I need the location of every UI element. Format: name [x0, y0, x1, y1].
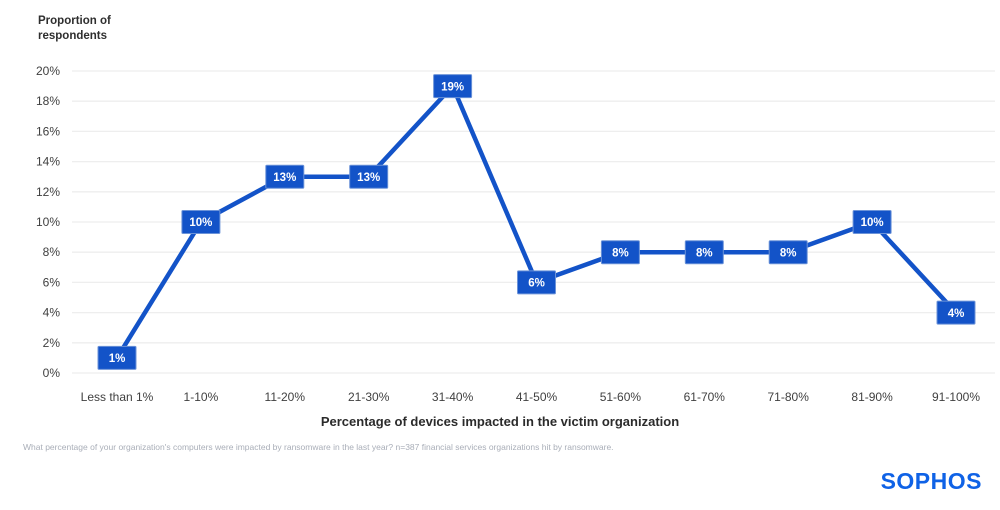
y-tick-label: 0% — [43, 366, 61, 380]
footnote: What percentage of your organization's c… — [23, 442, 614, 452]
data-point-marker — [517, 270, 556, 295]
data-point-label: 10% — [861, 217, 884, 229]
data-point-marker — [768, 240, 808, 265]
data-point-marker — [97, 345, 137, 370]
x-tick-label: 1-10% — [184, 390, 219, 404]
y-tick-label: 8% — [43, 245, 61, 259]
chart-title: Proportion of respondents — [38, 15, 111, 42]
y-tick-label: 12% — [36, 185, 60, 199]
y-tick-label: 10% — [36, 215, 60, 229]
data-point-label: 13% — [357, 172, 380, 184]
data-point-label: 8% — [696, 247, 713, 259]
x-tick-label: 11-20% — [265, 390, 306, 404]
y-tick-label: 20% — [36, 64, 60, 78]
x-tick-label: 31-40% — [432, 390, 474, 404]
data-point-marker — [349, 164, 389, 189]
data-point-marker — [265, 164, 305, 189]
y-tick-label: 2% — [43, 336, 61, 350]
y-tick-label: 4% — [43, 306, 61, 320]
y-tick-label: 18% — [36, 94, 60, 108]
y-tick-label: 14% — [36, 155, 60, 169]
data-point-label: 4% — [948, 308, 965, 320]
x-tick-label: 61-70% — [684, 390, 726, 404]
y-tick-label: 6% — [43, 275, 61, 289]
data-point-marker — [936, 300, 976, 325]
y-tick-label: 16% — [36, 124, 60, 138]
data-point-marker — [433, 74, 473, 99]
data-point-marker — [852, 210, 892, 234]
x-tick-label: Less than 1% — [81, 390, 154, 404]
x-tick-label: 71-80% — [768, 390, 810, 404]
data-point-label: 6% — [528, 278, 545, 290]
x-tick-label: 21-30% — [348, 390, 390, 404]
data-point-label: 19% — [441, 81, 464, 93]
data-point-label: 13% — [273, 172, 296, 184]
data-point-label: 1% — [109, 353, 126, 365]
sophos-logo: SOPHOS — [880, 468, 982, 494]
data-point-marker — [684, 240, 724, 265]
x-tick-label: 81-90% — [851, 390, 893, 404]
x-tick-label: 51-60% — [600, 390, 642, 404]
x-tick-label: 41-50% — [516, 390, 558, 404]
data-point-marker — [181, 210, 221, 234]
data-point-label: 10% — [189, 217, 212, 229]
x-axis-title: Percentage of devices impacted in the vi… — [320, 414, 680, 429]
data-point-label: 8% — [612, 247, 629, 259]
x-tick-label: 91-100% — [932, 390, 980, 404]
data-point-label: 8% — [780, 247, 797, 259]
data-point-marker — [600, 240, 640, 265]
